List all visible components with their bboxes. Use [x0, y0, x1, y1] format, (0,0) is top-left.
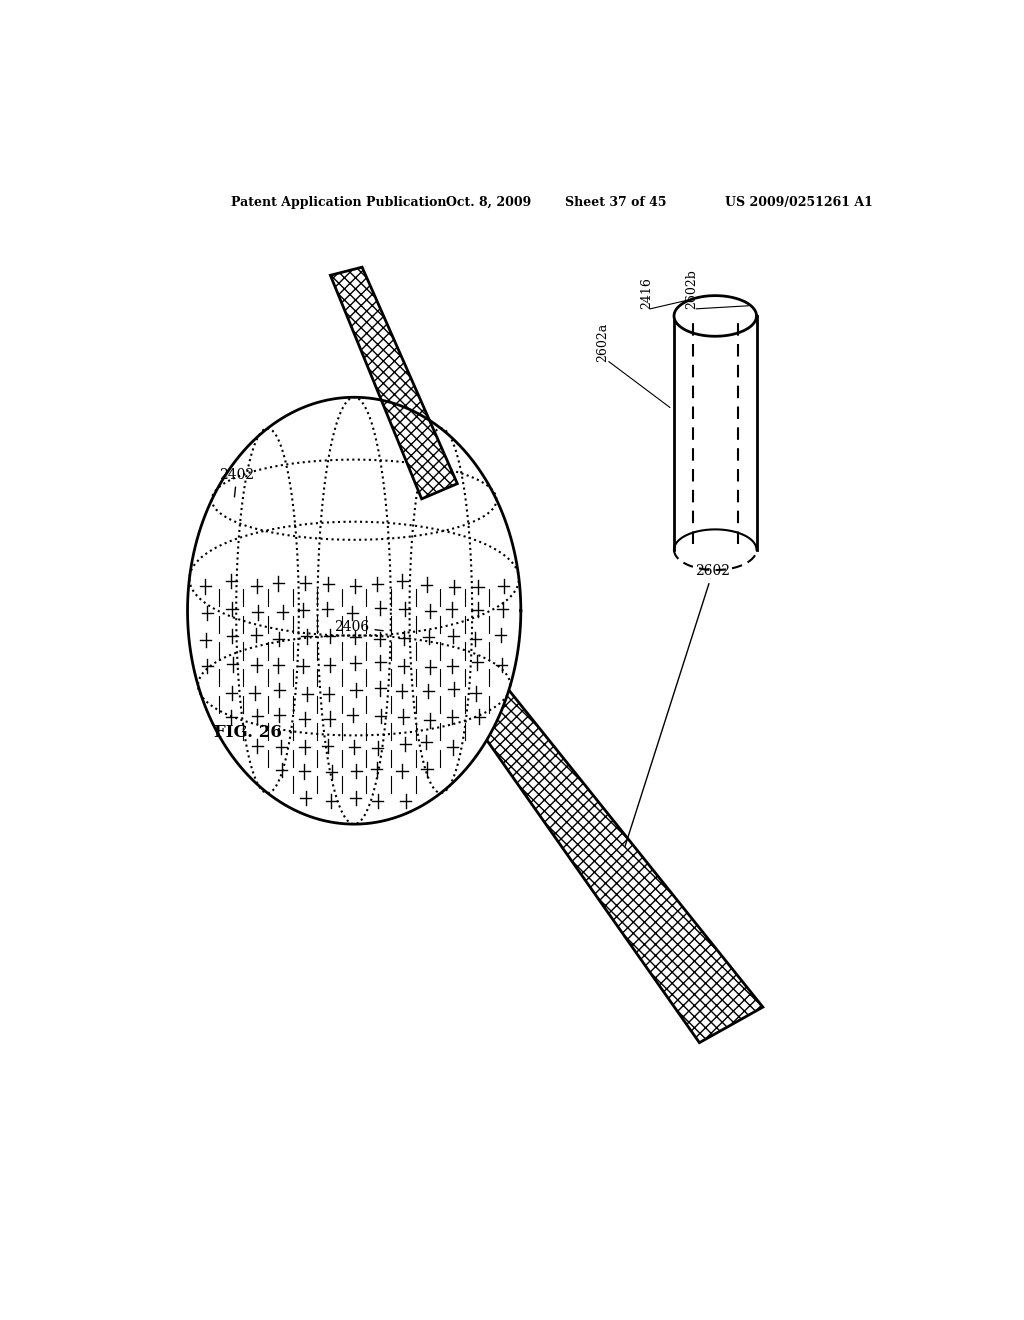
- Text: US 2009/0251261 A1: US 2009/0251261 A1: [725, 195, 872, 209]
- Text: Sheet 37 of 45: Sheet 37 of 45: [565, 195, 667, 209]
- Polygon shape: [414, 620, 763, 1043]
- Text: FIG. 26: FIG. 26: [214, 725, 282, 741]
- Text: 2602b: 2602b: [685, 269, 698, 309]
- Text: 2416: 2416: [640, 277, 652, 309]
- Text: Patent Application Publication: Patent Application Publication: [231, 195, 446, 209]
- Text: 2402: 2402: [219, 467, 254, 496]
- Text: 2602a: 2602a: [596, 322, 609, 362]
- Text: 2406: 2406: [334, 620, 383, 634]
- Bar: [674, 315, 757, 549]
- Polygon shape: [331, 267, 458, 499]
- Text: Oct. 8, 2009: Oct. 8, 2009: [446, 195, 531, 209]
- Polygon shape: [674, 296, 757, 337]
- Circle shape: [187, 397, 521, 824]
- Text: 2602: 2602: [625, 564, 730, 847]
